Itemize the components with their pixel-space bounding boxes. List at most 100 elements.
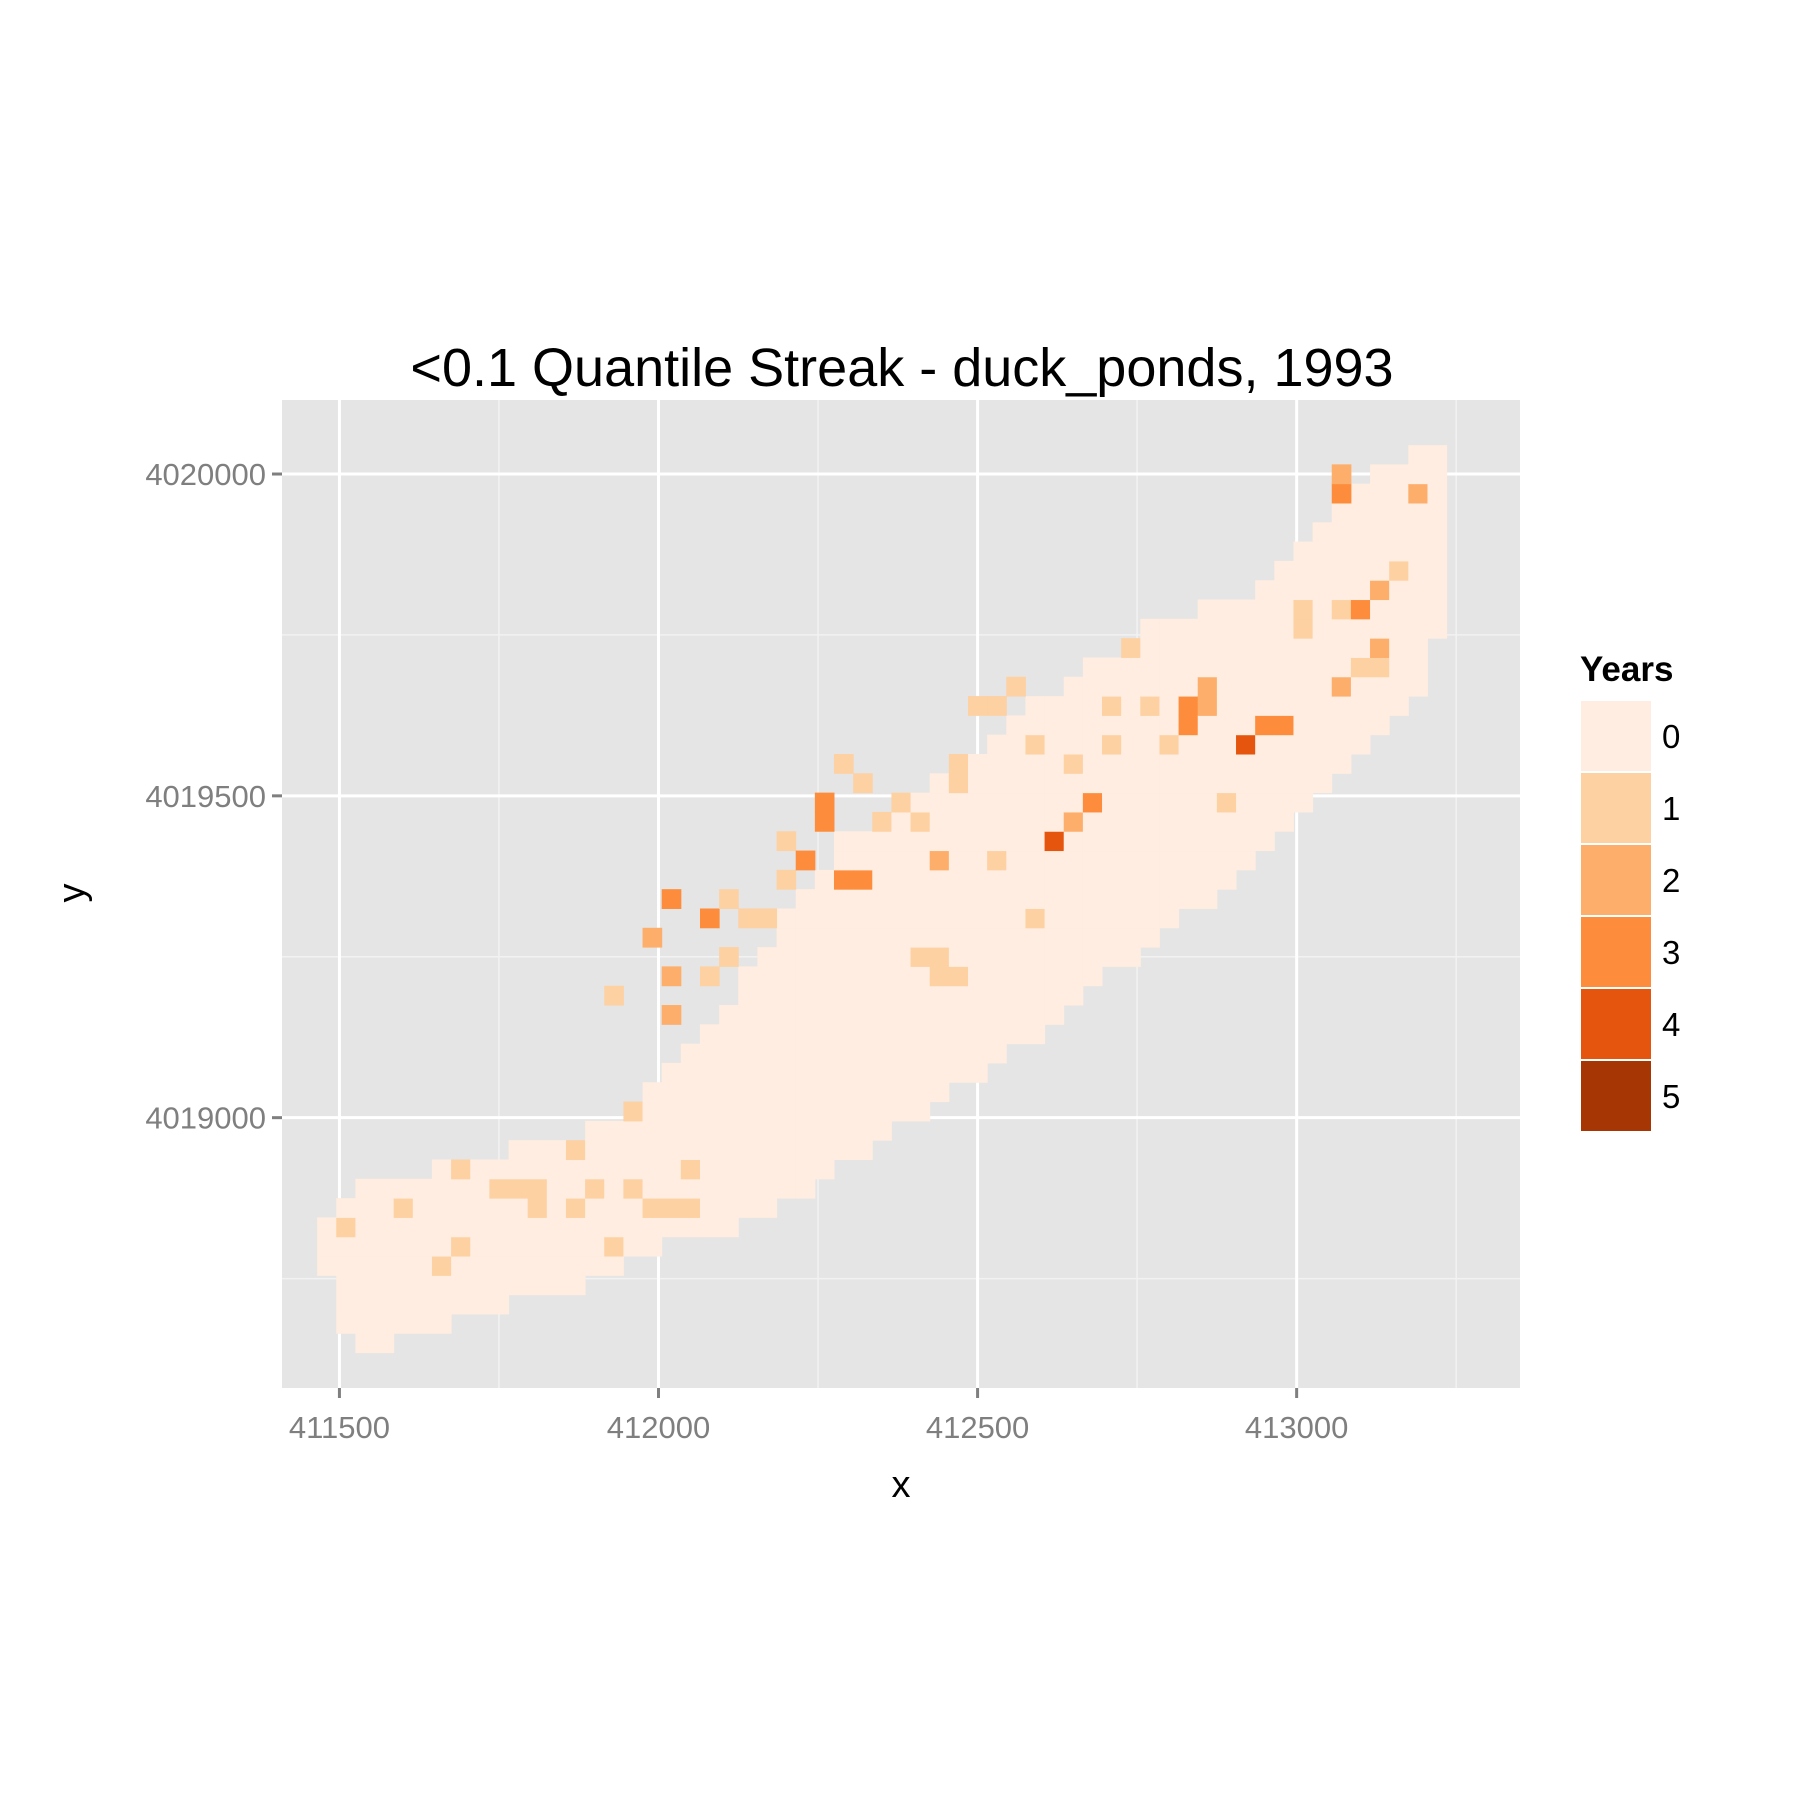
- heatmap-cell: [948, 1062, 969, 1083]
- heatmap-cell: [1006, 1024, 1026, 1045]
- heatmap-cell: [833, 1043, 854, 1064]
- heatmap-cell: [776, 1159, 797, 1180]
- heatmap-cell: [1197, 618, 1218, 639]
- heatmap-cell: [719, 889, 739, 909]
- heatmap-cell: [1312, 754, 1333, 774]
- heatmap-cell: [451, 1275, 471, 1296]
- heatmap-cell: [719, 1178, 739, 1199]
- heatmap-cell: [853, 927, 873, 948]
- heatmap-cell: [527, 1256, 548, 1276]
- heatmap-cell: [1274, 599, 1294, 620]
- heatmap-cell: [680, 1178, 701, 1199]
- heatmap-cell: [374, 1178, 395, 1199]
- heatmap-cell: [1331, 599, 1352, 620]
- heatmap-cell: [853, 869, 873, 890]
- legend-label: 3: [1662, 934, 1680, 971]
- heatmap-cell: [872, 966, 892, 987]
- heatmap-cell: [987, 792, 1007, 813]
- heatmap-cell: [1216, 638, 1237, 658]
- heatmap-cell: [585, 1178, 605, 1199]
- heatmap-cell: [1102, 850, 1122, 871]
- heatmap-cell: [699, 1159, 720, 1180]
- heatmap-cell: [489, 1217, 510, 1238]
- heatmap-cell: [757, 1178, 778, 1199]
- heatmap-cell: [1312, 618, 1333, 639]
- heatmap-cell: [1331, 734, 1352, 755]
- heatmap-cell: [1102, 676, 1122, 697]
- heatmap-cell: [929, 831, 950, 852]
- heatmap-cell: [699, 1140, 720, 1161]
- heatmap-cell: [393, 1275, 414, 1296]
- heatmap-cell: [470, 1217, 490, 1238]
- heatmap-cell: [1044, 754, 1065, 774]
- heatmap-cell: [1197, 734, 1218, 755]
- heatmap-cell: [738, 1005, 758, 1025]
- x-tick-label: 412500: [926, 1410, 1029, 1445]
- heatmap-cell: [987, 734, 1007, 755]
- heatmap-cell: [833, 869, 854, 890]
- heatmap-cell: [699, 1217, 720, 1238]
- heatmap-cell: [833, 1024, 854, 1045]
- heatmap-cell: [1082, 908, 1103, 929]
- heatmap-cell: [891, 1082, 912, 1103]
- heatmap-cell: [987, 869, 1007, 890]
- heatmap-cell: [1216, 599, 1237, 620]
- heatmap-cell: [1236, 599, 1256, 620]
- heatmap-cell: [987, 1024, 1007, 1045]
- heatmap-cell: [1140, 638, 1160, 658]
- heatmap-cell: [929, 927, 950, 948]
- heatmap-cell: [431, 1294, 452, 1315]
- heatmap-cell: [604, 1217, 624, 1238]
- heatmap-cell: [1082, 754, 1103, 774]
- heatmap-cell: [1331, 696, 1352, 716]
- heatmap-cell: [1006, 734, 1026, 755]
- heatmap-cell: [1063, 831, 1084, 852]
- heatmap-cell: [1178, 657, 1199, 678]
- x-tick-label: 412000: [607, 1410, 710, 1445]
- heatmap-cell: [814, 811, 835, 832]
- heatmap-cell: [1006, 831, 1026, 852]
- heatmap-cell: [412, 1275, 433, 1296]
- heatmap-cell: [910, 1024, 931, 1045]
- heatmap-cell: [891, 1062, 912, 1083]
- heatmap-cell: [853, 1062, 873, 1083]
- heatmap-cell: [1044, 927, 1065, 948]
- heatmap-cell: [1159, 908, 1180, 929]
- heatmap-cell: [699, 1101, 720, 1122]
- heatmap-cell: [1408, 445, 1428, 465]
- heatmap-cell: [1293, 676, 1314, 697]
- heatmap-cell: [795, 966, 816, 987]
- heatmap-cell: [355, 1198, 376, 1218]
- heatmap-cell: [853, 1024, 873, 1045]
- heatmap-cell: [1255, 754, 1275, 774]
- heatmap-cell: [1255, 715, 1275, 736]
- heatmap-cell: [833, 850, 854, 871]
- heatmap-cell: [929, 889, 950, 909]
- heatmap-cell: [1274, 676, 1294, 697]
- heatmap-cell: [1389, 483, 1409, 504]
- heatmap-cell: [1350, 657, 1371, 678]
- heatmap-cell: [1216, 734, 1237, 755]
- heatmap-cell: [412, 1236, 433, 1257]
- heatmap-cell: [910, 811, 931, 832]
- heatmap-cell: [872, 1101, 892, 1122]
- heatmap-cell: [546, 1275, 567, 1296]
- heatmap-cell: [987, 1005, 1007, 1025]
- heatmap-cell: [1159, 696, 1180, 716]
- heatmap-cell: [1255, 734, 1275, 755]
- heatmap-cell: [1350, 676, 1371, 697]
- heatmap-cell: [968, 1043, 988, 1064]
- heatmap-cell: [987, 947, 1007, 967]
- heatmap-cell: [1102, 869, 1122, 890]
- heatmap-cell: [1159, 850, 1180, 871]
- heatmap-cell: [929, 773, 950, 794]
- heatmap-cell: [546, 1256, 567, 1276]
- heatmap-cell: [948, 869, 969, 890]
- heatmap-cell: [948, 908, 969, 929]
- heatmap-cell: [1178, 696, 1199, 716]
- heatmap-cell: [527, 1140, 548, 1161]
- heatmap-cell: [1197, 831, 1218, 852]
- heatmap-cell: [527, 1198, 548, 1218]
- heatmap-cell: [872, 1005, 892, 1025]
- heatmap-cell: [853, 985, 873, 1006]
